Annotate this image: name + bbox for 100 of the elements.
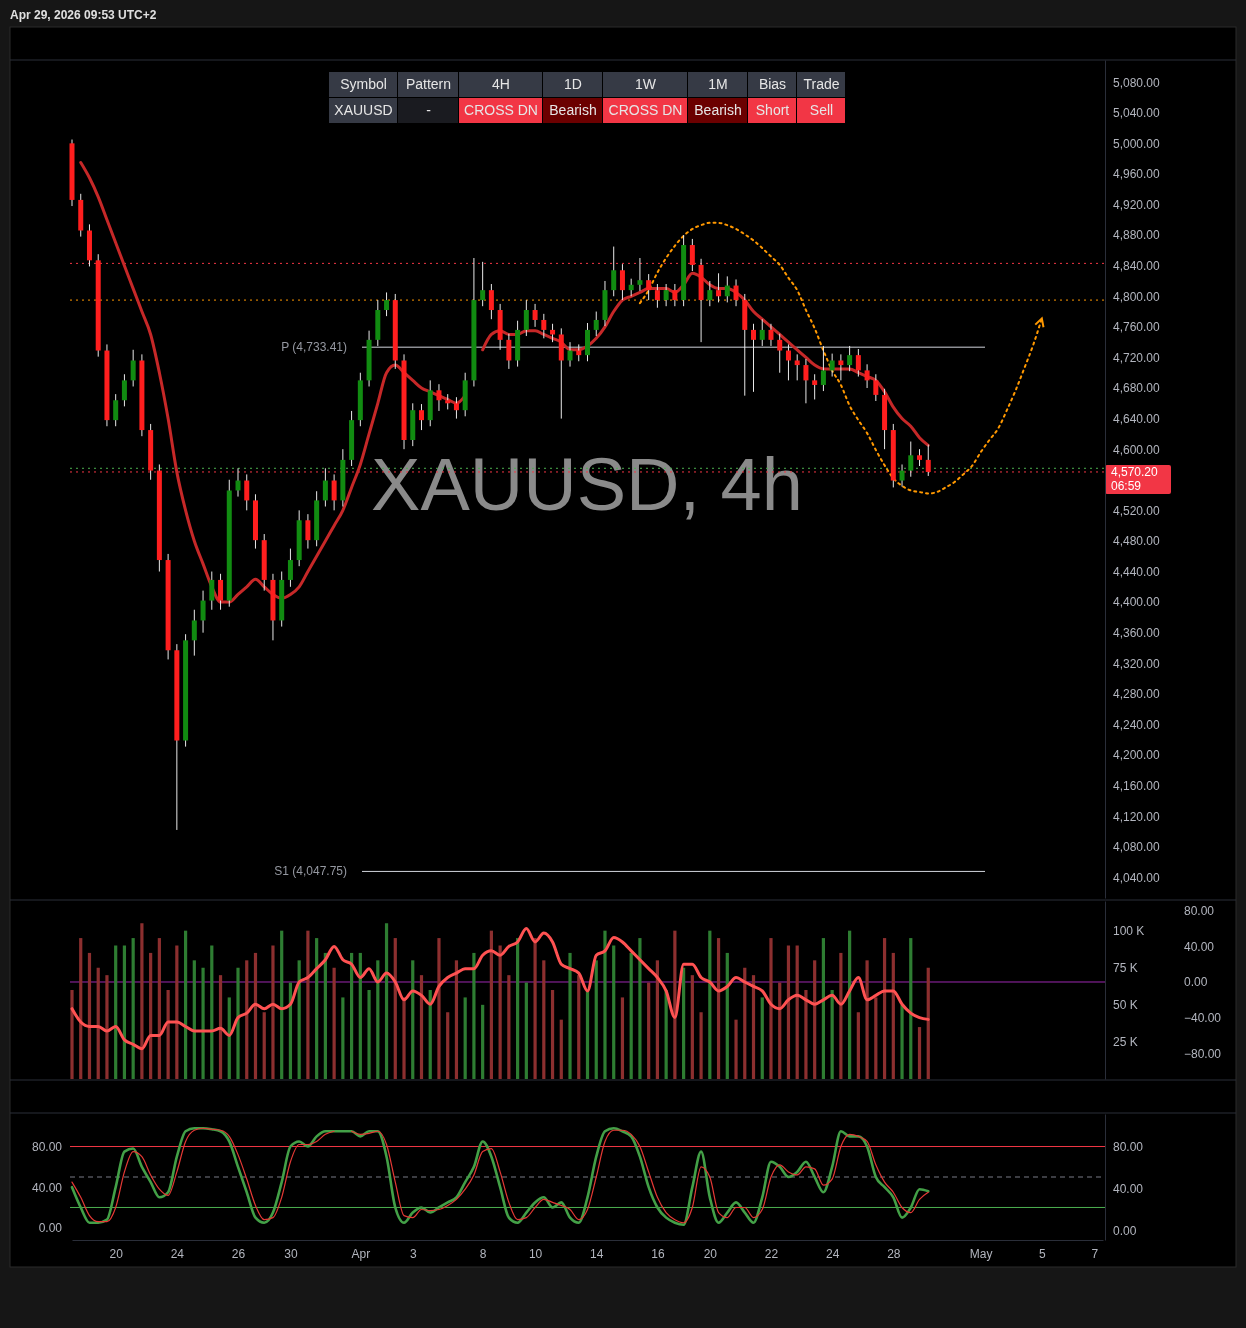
candlestick — [899, 463, 905, 488]
text: 06:59 — [1111, 478, 1142, 493]
y-tick-label: 4,320.00 — [1113, 656, 1161, 671]
bar — [769, 938, 773, 1079]
candlestick — [619, 263, 625, 301]
bar — [716, 938, 721, 1079]
annotation: CROSS DN — [608, 102, 683, 118]
candlestick — [567, 341, 573, 368]
y2-tick-label: 80.00 — [1184, 904, 1215, 919]
bar — [157, 938, 161, 1079]
bar — [358, 952, 362, 1079]
bar — [760, 997, 764, 1079]
candlestick — [663, 283, 669, 307]
bar — [183, 930, 188, 1079]
bar — [96, 967, 100, 1079]
bar — [507, 975, 511, 1079]
y-tick-label: 4,400.00 — [1113, 595, 1161, 610]
annotation: 4H — [492, 76, 510, 92]
bar — [149, 952, 153, 1079]
bar — [166, 990, 170, 1079]
x-tick-label: 16 — [651, 1246, 665, 1261]
bar — [603, 930, 607, 1079]
bar — [516, 938, 520, 1079]
candlestick — [803, 358, 809, 404]
bar — [367, 990, 371, 1079]
candlestick — [322, 467, 328, 508]
y-tick-label: 4,160.00 — [1113, 778, 1161, 793]
candlestick — [864, 363, 870, 389]
annotation: XAUUSD — [334, 102, 393, 118]
x-tick-label: 8 — [479, 1246, 487, 1261]
candlestick — [191, 609, 197, 657]
bar — [673, 930, 677, 1079]
bar — [315, 938, 319, 1079]
bar — [454, 960, 459, 1079]
bar — [559, 1019, 563, 1079]
candlestick — [418, 403, 424, 431]
annotation: XAUUSD, 4h — [371, 443, 803, 526]
y-tick-label: 4,760.00 — [1113, 320, 1161, 335]
x-tick-label: 24 — [825, 1246, 840, 1261]
bar — [245, 960, 249, 1079]
y-tick-label: 4,960.00 — [1113, 167, 1161, 182]
bar — [253, 952, 258, 1079]
candlestick — [785, 343, 791, 381]
annotation: Symbol — [340, 76, 387, 92]
candlestick — [689, 238, 695, 272]
bar — [227, 997, 231, 1079]
bar — [533, 938, 537, 1079]
bar — [376, 960, 380, 1079]
bar — [114, 945, 118, 1079]
bar — [105, 975, 109, 1079]
bar — [734, 1019, 738, 1079]
candlestick — [488, 283, 494, 320]
candlestick — [855, 348, 861, 378]
x-tick-label: Apr — [351, 1246, 371, 1261]
candlestick — [637, 257, 643, 292]
candlestick — [838, 353, 844, 381]
candlestick — [506, 333, 512, 370]
candlestick — [244, 473, 250, 511]
candlestick — [305, 513, 311, 550]
candlestick — [130, 349, 136, 387]
y-tick-label: 5,080.00 — [1113, 75, 1161, 90]
candlestick — [209, 571, 215, 611]
candlestick — [751, 323, 757, 393]
bar — [472, 952, 476, 1079]
candlestick — [384, 291, 390, 317]
annotation: Bias — [758, 76, 787, 92]
chart-title: Apr 29, 2026 09:53 UTC+2 — [10, 8, 157, 22]
candlestick — [523, 299, 529, 337]
candlestick — [829, 353, 835, 378]
bar — [655, 960, 659, 1079]
bar — [271, 945, 275, 1079]
candlestick — [812, 373, 818, 400]
y-tick-label: 4,240.00 — [1113, 717, 1161, 732]
bar — [620, 997, 625, 1079]
annotation: Trade — [803, 76, 840, 92]
x-tick-label: 5 — [1039, 1246, 1046, 1261]
y-tick-label: 4,640.00 — [1113, 411, 1161, 426]
y2-tick-label: 40.00 — [1184, 939, 1215, 954]
candlestick — [724, 275, 730, 303]
bar — [568, 952, 572, 1079]
ref-line-label: S1 (4,047.75) — [274, 864, 347, 879]
y-tick-label: 4,680.00 — [1113, 381, 1161, 396]
y-tick-label: 0.00 — [38, 1221, 63, 1236]
annotation: Sell — [809, 102, 834, 118]
bar — [384, 923, 389, 1079]
x-tick-label: 28 — [887, 1246, 901, 1261]
x-tick-label: 14 — [590, 1246, 604, 1261]
annotation: CROSS DN — [464, 102, 538, 118]
bar — [210, 945, 214, 1079]
bar — [909, 938, 913, 1079]
candlestick — [654, 283, 660, 309]
candlestick — [707, 280, 713, 307]
bar — [690, 975, 694, 1079]
ref-line-label: 4,570.20 — [1111, 464, 1159, 479]
y-tick-label: 4,600.00 — [1113, 442, 1161, 457]
bar — [419, 975, 424, 1079]
bar — [926, 967, 930, 1079]
candlestick — [200, 590, 206, 634]
candlestick — [611, 246, 617, 297]
y2-tick-label: 0.00 — [1184, 975, 1208, 990]
